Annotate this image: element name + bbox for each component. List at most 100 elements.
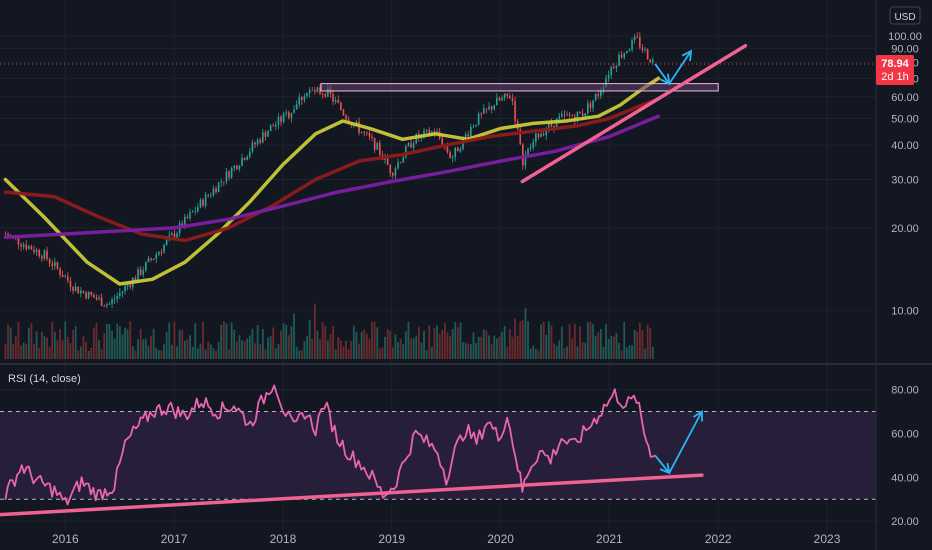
volume-bar: [155, 347, 158, 359]
candle-body: [363, 131, 366, 133]
candle-body: [233, 165, 236, 169]
candle-body: [527, 148, 529, 156]
candle-body: [262, 132, 264, 143]
candle-body: [249, 151, 251, 157]
volume-bar: [82, 336, 85, 359]
volume-bar: [230, 322, 233, 359]
volume-bar: [168, 322, 171, 359]
volume-bar: [100, 348, 103, 359]
candle-body: [493, 105, 496, 110]
candle-body: [82, 290, 85, 293]
volume-bar: [272, 327, 275, 359]
candle-body: [100, 297, 103, 306]
candle-body: [451, 157, 454, 158]
volume-bar: [485, 330, 488, 359]
volume-bar: [90, 347, 93, 359]
bar-countdown: 2d 1h: [881, 71, 909, 83]
candle-body: [579, 111, 581, 114]
volume-bar: [306, 336, 308, 359]
volume-bar: [563, 348, 566, 359]
volume-bar: [248, 335, 251, 359]
x-tick-label: 2019: [378, 532, 405, 546]
candle-body: [592, 100, 594, 108]
rsi-indicator-title[interactable]: RSI (14, close): [8, 373, 81, 385]
volume-bar: [157, 350, 160, 359]
candle-body: [597, 93, 600, 96]
candle-body: [316, 87, 319, 92]
volume-bar: [451, 328, 454, 359]
rsi-trendline[interactable]: [0, 473, 704, 517]
moving-average-yellow[interactable]: [3, 76, 661, 286]
volume-bar: [212, 348, 215, 359]
volume-bar: [612, 336, 615, 359]
candle-body: [191, 211, 194, 213]
candle-body: [202, 199, 204, 206]
volume-bar: [516, 335, 519, 359]
volume-bar: [425, 350, 428, 359]
volume-bar: [118, 326, 121, 359]
resistance-zone[interactable]: [320, 83, 719, 92]
candle-body: [48, 258, 51, 264]
volume-bar: [599, 329, 602, 359]
candle-body: [509, 95, 511, 99]
price-trendline[interactable]: [520, 44, 748, 184]
candle-body: [134, 277, 137, 281]
volume-bar: [545, 334, 548, 359]
volume-bar: [261, 329, 264, 359]
candle-body: [540, 133, 542, 138]
volume-bar: [251, 328, 254, 359]
volume-bar: [555, 345, 558, 359]
candle-body: [483, 108, 485, 114]
candle-body: [243, 157, 246, 160]
volume-bar: [464, 342, 467, 359]
candle-body: [490, 106, 493, 110]
volume-bar: [108, 324, 111, 359]
volume-bar: [342, 346, 345, 359]
volume-bar: [352, 325, 355, 359]
candle-body: [61, 274, 64, 278]
volume-bar: [508, 328, 511, 359]
volume-bar: [365, 333, 368, 359]
volume-bar: [376, 327, 379, 359]
volume-bar: [399, 339, 402, 359]
candle-body: [472, 126, 475, 127]
candle-body: [613, 67, 615, 69]
candle-body: [545, 129, 548, 136]
volume-bar: [378, 348, 381, 359]
volume-bar: [79, 346, 82, 359]
volume-bar: [40, 331, 43, 359]
candle-body: [324, 94, 327, 97]
volume-bar: [384, 336, 386, 359]
moving-average-red[interactable]: [3, 97, 661, 243]
rsi-line[interactable]: [4, 384, 656, 506]
candle-body: [425, 129, 428, 131]
moving-average-purple[interactable]: [3, 114, 661, 239]
candle-body: [150, 258, 152, 260]
volume-bar: [139, 328, 142, 359]
candle-body: [446, 146, 449, 152]
candle-body: [519, 129, 522, 145]
candle-body: [275, 124, 277, 127]
volume-bar: [443, 323, 446, 359]
volume-bar: [274, 348, 277, 359]
volume-bar: [472, 332, 475, 359]
candle-body: [392, 173, 394, 176]
price-pane[interactable]: [0, 32, 876, 359]
volume-bar: [228, 349, 230, 359]
candle-body: [566, 114, 568, 116]
candle-body: [184, 216, 186, 228]
candle-body: [402, 157, 405, 163]
price-tick-label: 40.00: [891, 140, 919, 152]
volume-bar: [113, 338, 116, 359]
volume-bar: [92, 328, 95, 359]
volume-bar: [186, 339, 189, 359]
currency-label[interactable]: USD: [889, 6, 921, 25]
volume-bar: [131, 345, 134, 359]
volume-bar: [308, 319, 311, 359]
candle-body: [464, 134, 467, 137]
volume-bar: [594, 335, 597, 359]
candle-body: [4, 234, 7, 235]
volume-bar: [641, 330, 644, 359]
rsi-pane[interactable]: [0, 384, 876, 517]
